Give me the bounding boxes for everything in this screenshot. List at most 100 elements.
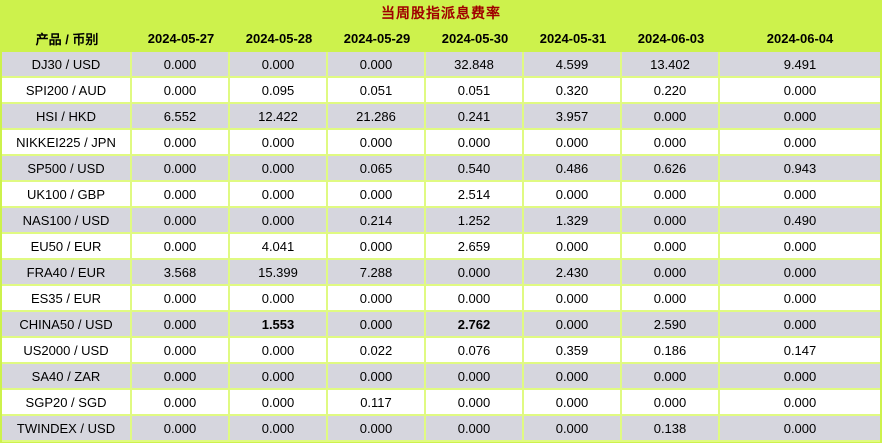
value-cell: 0.000: [328, 182, 426, 208]
value-cell: 0.000: [524, 364, 622, 390]
value-cell: 0.000: [524, 312, 622, 338]
value-cell: 0.000: [720, 182, 880, 208]
value-cell: 0.000: [622, 260, 720, 286]
value-cell: 2.762: [426, 312, 524, 338]
value-cell: 0.000: [230, 208, 328, 234]
column-header-date-3: 2024-05-29: [343, 31, 411, 46]
value-cell: 0.000: [426, 260, 524, 286]
product-cell: HSI / HKD: [2, 104, 132, 130]
value-cell: 0.000: [328, 234, 426, 260]
value-cell: 0.000: [230, 130, 328, 156]
table-row: HSI / HKD 6.552 12.422 21.286 0.241 3.957 0.00…: [0, 104, 882, 130]
value-cell: 0.000: [524, 234, 622, 260]
column-header-date-1: 2024-05-27: [147, 31, 215, 46]
table-row: ES35 / EUR 0.000 0.000 0.000 0.000 0.000 0.000…: [0, 286, 882, 312]
value-cell: 0.000: [132, 78, 230, 104]
value-cell: 0.000: [622, 208, 720, 234]
value-cell: 0.000: [720, 416, 880, 442]
value-cell: 0.000: [622, 182, 720, 208]
value-cell: 0.000: [230, 338, 328, 364]
value-cell: 4.599: [524, 52, 622, 78]
value-cell: 0.000: [426, 286, 524, 312]
value-cell: 0.220: [622, 78, 720, 104]
value-cell: 0.000: [622, 130, 720, 156]
value-cell: 0.000: [524, 286, 622, 312]
product-cell: US2000 / USD: [2, 338, 132, 364]
value-cell: 0.000: [230, 156, 328, 182]
value-cell: 1.553: [230, 312, 328, 338]
value-cell: 0.000: [720, 286, 880, 312]
value-cell: 12.422: [230, 104, 328, 130]
column-header-product: 产品 / 币别: [35, 32, 99, 47]
value-cell: 0.051: [426, 78, 524, 104]
table-row: UK100 / GBP 0.000 0.000 0.000 2.514 0.000 0.00…: [0, 182, 882, 208]
value-cell: 0.000: [230, 416, 328, 442]
value-cell: 0.000: [426, 130, 524, 156]
table-row: SGP20 / SGD 0.000 0.000 0.117 0.000 0.000 0.00…: [0, 390, 882, 416]
value-cell: 0.000: [524, 182, 622, 208]
product-cell: DJ30 / USD: [2, 52, 132, 78]
value-cell: 0.943: [720, 156, 880, 182]
value-cell: 0.000: [230, 390, 328, 416]
table-row: SA40 / ZAR 0.000 0.000 0.000 0.000 0.000 0.000…: [0, 364, 882, 390]
value-cell: 0.000: [524, 416, 622, 442]
value-cell: 0.000: [720, 234, 880, 260]
value-cell: 0.000: [720, 364, 880, 390]
table-row: EU50 / EUR 0.000 4.041 0.000 2.659 0.000 0.000…: [0, 234, 882, 260]
value-cell: 0.000: [720, 312, 880, 338]
value-cell: 0.076: [426, 338, 524, 364]
value-cell: 0.000: [622, 104, 720, 130]
value-cell: 0.000: [132, 234, 230, 260]
product-cell: UK100 / GBP: [2, 182, 132, 208]
value-cell: 9.491: [720, 52, 880, 78]
value-cell: 2.659: [426, 234, 524, 260]
table-row: NAS100 / USD 0.000 0.000 0.214 1.252 1.329 0.0…: [0, 208, 882, 234]
product-cell: NIKKEI225 / JPN: [2, 130, 132, 156]
value-cell: 0.359: [524, 338, 622, 364]
column-header-date-4: 2024-05-30: [441, 31, 509, 46]
value-cell: 2.430: [524, 260, 622, 286]
value-cell: 0.000: [230, 52, 328, 78]
product-cell: SGP20 / SGD: [2, 390, 132, 416]
value-cell: 0.000: [622, 286, 720, 312]
value-cell: 0.138: [622, 416, 720, 442]
value-cell: 13.402: [622, 52, 720, 78]
value-cell: 3.568: [132, 260, 230, 286]
table-row: FRA40 / EUR 3.568 15.399 7.288 0.000 2.430 0.0…: [0, 260, 882, 286]
value-cell: 0.000: [524, 390, 622, 416]
table-row: US2000 / USD 0.000 0.000 0.022 0.076 0.359 0.1…: [0, 338, 882, 364]
value-cell: 0.000: [230, 286, 328, 312]
value-cell: 1.252: [426, 208, 524, 234]
value-cell: 0.320: [524, 78, 622, 104]
value-cell: 0.022: [328, 338, 426, 364]
column-header-date-2: 2024-05-28: [245, 31, 313, 46]
table-row: SP500 / USD 0.000 0.000 0.065 0.540 0.486 0.62…: [0, 156, 882, 182]
table-row: NIKKEI225 / JPN 0.000 0.000 0.000 0.000 0.000…: [0, 130, 882, 156]
table-row: DJ30 / USD 0.000 0.000 0.000 32.848 4.599 13.4…: [0, 52, 882, 78]
table-body: DJ30 / USD 0.000 0.000 0.000 32.848 4.599 13.4…: [0, 52, 882, 442]
value-cell: 0.000: [720, 130, 880, 156]
table-row: CHINA50 / USD 0.000 1.553 0.000 2.762 0.000 2.…: [0, 312, 882, 338]
table-row: SPI200 / AUD 0.000 0.095 0.051 0.051 0.320 0.2…: [0, 78, 882, 104]
value-cell: 0.051: [328, 78, 426, 104]
value-cell: 0.000: [720, 104, 880, 130]
product-cell: SA40 / ZAR: [2, 364, 132, 390]
column-header-date-5: 2024-05-31: [539, 31, 607, 46]
table-title: 当周股指派息费率: [381, 4, 501, 21]
value-cell: 0.000: [132, 52, 230, 78]
value-cell: 0.000: [230, 364, 328, 390]
value-cell: 0.000: [132, 312, 230, 338]
value-cell: 0.000: [426, 416, 524, 442]
value-cell: 0.147: [720, 338, 880, 364]
value-cell: 0.095: [230, 78, 328, 104]
value-cell: 6.552: [132, 104, 230, 130]
value-cell: 21.286: [328, 104, 426, 130]
value-cell: 0.000: [132, 364, 230, 390]
product-cell: CHINA50 / USD: [2, 312, 132, 338]
value-cell: 0.214: [328, 208, 426, 234]
value-cell: 0.065: [328, 156, 426, 182]
table-row: TWINDEX / USD 0.000 0.000 0.000 0.000 0.000 0.…: [0, 416, 882, 442]
product-cell: EU50 / EUR: [2, 234, 132, 260]
value-cell: 0.626: [622, 156, 720, 182]
